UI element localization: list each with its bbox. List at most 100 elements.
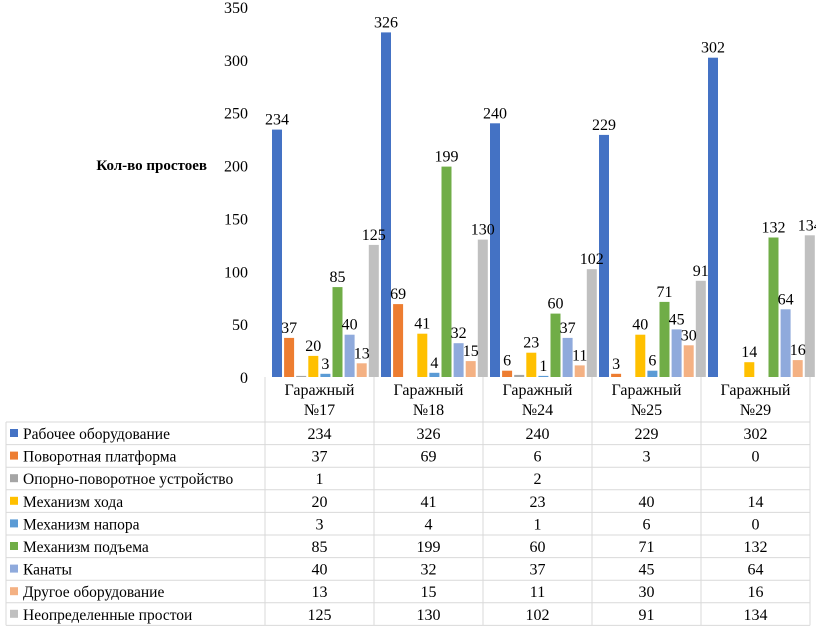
y-tick-label: 200	[224, 159, 248, 176]
bar	[611, 373, 622, 377]
table-cell: 91	[639, 607, 655, 624]
table-cell: 302	[744, 426, 768, 443]
table-cell: 132	[744, 539, 768, 556]
bar	[659, 301, 670, 377]
table-cell: 1	[534, 516, 542, 533]
bar	[332, 287, 343, 377]
data-label: 32	[451, 325, 467, 342]
bar	[599, 134, 609, 377]
bar	[296, 375, 307, 377]
data-label: 102	[580, 251, 604, 268]
bar	[393, 304, 404, 377]
category-label: №25	[631, 402, 662, 419]
bar	[477, 239, 488, 377]
legend-key	[10, 451, 18, 460]
data-label: 37	[560, 320, 576, 337]
bar	[284, 337, 295, 377]
table-cell: 13	[312, 584, 328, 601]
data-label: 199	[435, 149, 459, 166]
bar	[502, 370, 513, 377]
table-cell: 37	[530, 562, 546, 579]
table-cell: 71	[639, 539, 655, 556]
bar	[514, 374, 525, 377]
legend-key	[10, 542, 18, 550]
y-tick-label: 300	[224, 53, 248, 70]
data-label: 15	[463, 343, 479, 360]
bar	[538, 375, 549, 377]
category-label: Гаражный	[285, 382, 355, 399]
category-label: №24	[522, 402, 553, 419]
table-cell: 40	[312, 562, 328, 579]
table-cell: 40	[639, 494, 655, 511]
data-label: 6	[648, 353, 656, 370]
legend-key	[10, 609, 18, 618]
bar	[417, 333, 428, 377]
bar	[780, 309, 791, 377]
bar	[308, 355, 319, 377]
table-cell: 229	[635, 426, 659, 443]
table-cell: 3	[316, 516, 324, 533]
bar	[586, 269, 597, 377]
table-cell: 16	[748, 584, 764, 601]
table-cell: 199	[417, 539, 441, 556]
table-cell: 2	[534, 471, 542, 488]
bar	[683, 345, 694, 377]
legend-label: Механизм хода	[23, 494, 123, 511]
data-label: 30	[681, 327, 697, 344]
table-cell: 60	[530, 539, 546, 556]
data-label: 3	[612, 356, 620, 373]
table-cell: 30	[639, 584, 655, 601]
legend-key	[10, 587, 18, 596]
bar	[695, 280, 706, 377]
legend-label: Поворотная платформа	[23, 449, 176, 466]
table-cell: 102	[526, 607, 550, 624]
y-tick-label: 350	[224, 0, 248, 17]
legend-label: Механизм напора	[23, 516, 140, 533]
bar	[804, 235, 815, 377]
legend-label: Рабочее оборудование	[23, 426, 170, 443]
legend-key	[10, 474, 18, 483]
category-label: Гаражный	[612, 382, 682, 399]
data-label: 85	[330, 269, 346, 286]
bar	[744, 362, 755, 377]
table-cell: 0	[752, 449, 760, 466]
data-label: 16	[790, 342, 806, 359]
table-cell: 6	[534, 449, 542, 466]
data-label: 132	[762, 220, 786, 237]
table-cell: 14	[748, 494, 764, 511]
bars	[272, 32, 815, 378]
table-cell: 130	[417, 607, 441, 624]
data-table: Гаражный №17 Гаражный №18 Гаражный №24 Гаражны…	[5, 377, 811, 626]
category-label: Гаражный	[721, 382, 791, 399]
data-label: 3	[321, 356, 329, 373]
data-label: 91	[693, 263, 709, 280]
bar	[647, 370, 658, 377]
data-label: 1	[539, 358, 547, 375]
legend-key	[10, 496, 18, 505]
data-label: 23	[523, 335, 539, 352]
bar	[490, 123, 500, 377]
bar	[574, 365, 585, 377]
legend-label: Неопределенные простои	[23, 607, 192, 624]
table-cell: 85	[312, 539, 328, 556]
bar	[381, 32, 391, 378]
data-label: 302	[701, 40, 725, 57]
bar	[368, 244, 379, 377]
table-cell: 240	[526, 426, 550, 443]
table-cell: 234	[308, 426, 332, 443]
legend-key	[10, 519, 18, 528]
bar	[344, 334, 355, 377]
data-label: 326	[374, 14, 398, 31]
legend-label: Канаты	[23, 562, 73, 579]
y-tick-label: 100	[224, 264, 248, 281]
data-label: 20	[305, 338, 321, 355]
table-cell: 45	[639, 562, 655, 579]
table-cell: 3	[643, 449, 651, 466]
bar	[768, 237, 779, 377]
category-label: Гаражный	[503, 382, 573, 399]
table-cell: 1	[316, 471, 324, 488]
data-label: 41	[414, 316, 430, 333]
data-label: 13	[354, 345, 370, 362]
